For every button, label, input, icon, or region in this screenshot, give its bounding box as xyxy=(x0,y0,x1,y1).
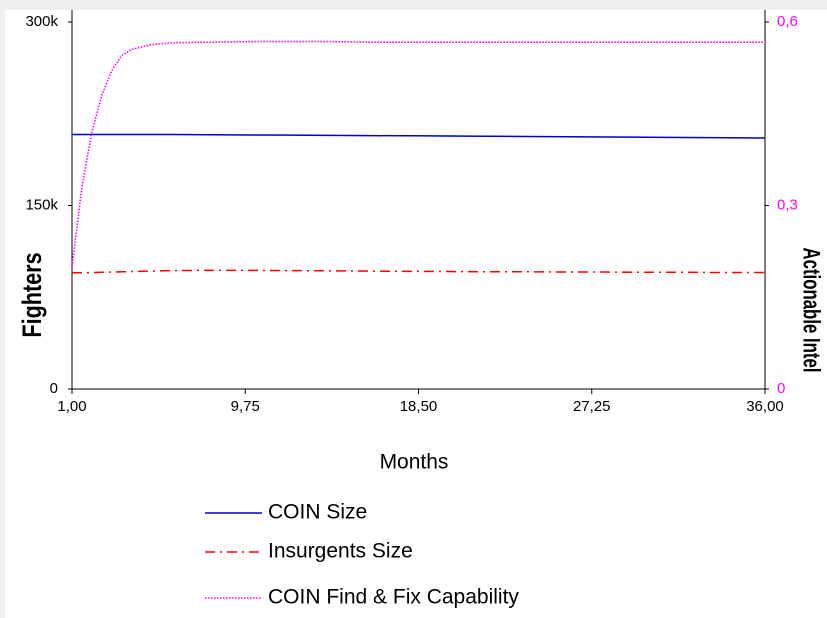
y2-axis-label: Actionable Intel xyxy=(798,247,825,372)
legend-label: COIN Size xyxy=(268,501,367,524)
y-tick-label: 150k xyxy=(25,196,58,213)
y-tick-label: 300k xyxy=(25,13,58,30)
series-line xyxy=(71,40,765,267)
x-tick-label: 27,25 xyxy=(573,398,611,415)
y-axis-label: Fighters xyxy=(18,252,48,337)
y2-tick-label: 0,6 xyxy=(777,13,798,30)
legend-label: COIN Find & Fix Capability xyxy=(268,586,519,609)
x-axis-label: Months xyxy=(380,451,449,474)
y2-tick-label: 0,3 xyxy=(777,196,798,213)
y-tick-label: 0 xyxy=(50,380,58,397)
x-tick-label: 1,00 xyxy=(57,398,86,415)
x-tick-label: 36,00 xyxy=(746,398,784,415)
chart-background xyxy=(5,10,827,618)
series-line xyxy=(72,133,766,139)
x-tick-label: 9,75 xyxy=(231,398,260,415)
series-line xyxy=(72,269,765,274)
legend-label: Insurgents Size xyxy=(268,540,413,563)
x-tick-label: 18,50 xyxy=(400,398,438,415)
y2-tick-label: 0 xyxy=(777,380,785,397)
